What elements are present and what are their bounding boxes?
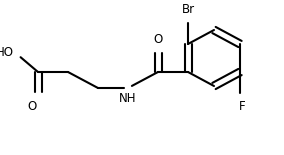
Text: NH: NH — [119, 92, 137, 105]
Text: HO: HO — [0, 46, 14, 58]
Text: Br: Br — [181, 3, 195, 16]
Text: O: O — [153, 33, 163, 46]
Text: O: O — [27, 100, 37, 113]
Text: F: F — [239, 100, 245, 113]
